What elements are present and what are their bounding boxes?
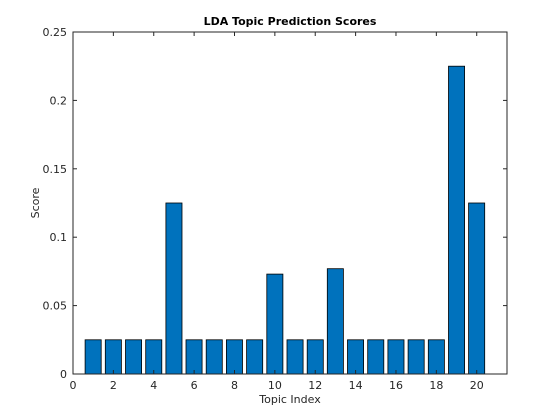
- bar-topic-8: [225, 339, 243, 375]
- x-axis-label: Topic Index: [258, 393, 321, 406]
- y-tick-label: 0.25: [43, 26, 68, 39]
- x-tick-label: 10: [268, 379, 282, 392]
- bar-topic-15: [367, 339, 385, 375]
- x-tick-label: 12: [308, 379, 322, 392]
- bar-topic-7: [205, 339, 223, 375]
- chart-title: LDA Topic Prediction Scores: [204, 15, 377, 28]
- bar-topic-20: [468, 202, 486, 375]
- bar-topic-5: [165, 202, 183, 375]
- bar-topic-11: [286, 339, 304, 375]
- bar-topic-9: [246, 339, 264, 375]
- x-tick-label: 16: [389, 379, 403, 392]
- bar-topic-18: [427, 339, 445, 375]
- bar-topic-14: [347, 339, 365, 375]
- bar-topic-10: [266, 273, 284, 375]
- bar-topic-1: [84, 339, 102, 375]
- bar-topic-3: [125, 339, 143, 375]
- x-tick-label: 4: [150, 379, 157, 392]
- y-axis-label: Score: [29, 187, 42, 218]
- x-tick-label: 14: [349, 379, 363, 392]
- x-tick-label: 8: [231, 379, 238, 392]
- plot-frame: [72, 31, 508, 375]
- bar-topic-13: [326, 268, 344, 375]
- y-tick-label: 0.05: [43, 300, 68, 313]
- x-tick-label: 20: [470, 379, 484, 392]
- x-tick-label: 2: [110, 379, 117, 392]
- y-tick-label: 0.15: [43, 163, 68, 176]
- y-tick-label: 0.1: [50, 231, 68, 244]
- x-tick-label: 0: [70, 379, 77, 392]
- x-axis-ticks: 0 2 4 6 8 10 12 14 16 18 20: [70, 32, 484, 392]
- bar-topic-17: [407, 339, 425, 375]
- x-tick-label: 18: [429, 379, 443, 392]
- x-tick-label: 6: [191, 379, 198, 392]
- bars-group: [84, 65, 486, 375]
- bar-topic-16: [387, 339, 405, 375]
- y-tick-label: 0.2: [50, 94, 68, 107]
- y-tick-label: 0: [60, 368, 67, 381]
- bar-topic-6: [185, 339, 203, 375]
- bar-topic-2: [104, 339, 122, 375]
- y-axis-ticks: 0 0.05 0.1 0.15 0.2 0.25: [43, 26, 507, 381]
- bar-topic-19: [448, 65, 466, 375]
- bar-topic-12: [306, 339, 324, 375]
- bar-topic-4: [145, 339, 163, 375]
